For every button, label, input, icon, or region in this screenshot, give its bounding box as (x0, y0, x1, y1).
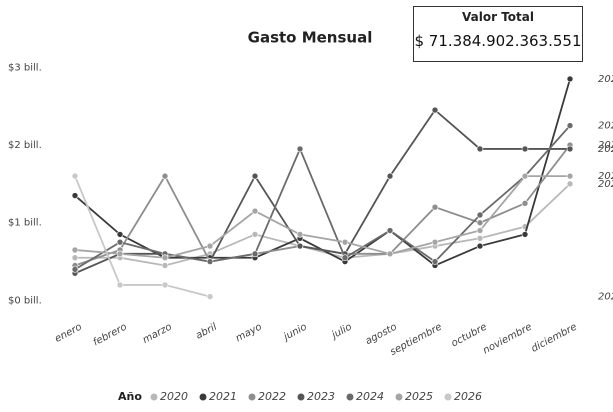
end-label: 2020 (598, 179, 613, 190)
legend-title: Año (118, 390, 142, 403)
total-card: Valor Total $ 71.384.902.363.551 (413, 6, 583, 62)
end-label: 2021 (598, 74, 613, 85)
x-tick-label: junio (280, 322, 308, 344)
point (521, 231, 529, 238)
point (161, 281, 169, 289)
card-value: $ 71.384.902.363.551 (414, 32, 582, 50)
point (431, 258, 439, 265)
point (476, 234, 484, 242)
point (431, 106, 439, 114)
x-tick-label: diciembre (530, 322, 579, 355)
end-label: 2026 (598, 292, 613, 303)
series-line (74, 125, 571, 271)
end-label: 2025 (598, 171, 613, 182)
legend-marker (199, 393, 207, 401)
point (521, 172, 529, 180)
legend-marker (150, 393, 158, 401)
point (116, 231, 124, 238)
point (116, 238, 124, 246)
point (206, 242, 214, 250)
point (476, 227, 484, 234)
legend-label: 2024 (356, 390, 384, 403)
point (206, 293, 214, 300)
point (161, 262, 169, 269)
point (116, 281, 124, 289)
point (251, 250, 259, 258)
x-tick-label: septiembre (388, 322, 443, 358)
point (566, 75, 574, 83)
y-tick-label: $2 bill. (8, 140, 42, 151)
point (521, 145, 529, 153)
point (386, 250, 394, 258)
point (476, 211, 484, 219)
legend-label: 2022 (258, 390, 286, 403)
x-tick-label: enero (53, 322, 84, 345)
point (71, 192, 79, 199)
point (296, 231, 304, 238)
legend-label: 2026 (454, 390, 482, 403)
point (566, 180, 574, 188)
legend-marker (297, 393, 305, 401)
end-label: 2024 (598, 121, 613, 132)
x-tick-label: febrero (91, 322, 128, 349)
point (431, 238, 439, 246)
point (341, 254, 349, 262)
card-label: Valor Total (462, 10, 534, 24)
y-tick-label: $0 bill. (8, 295, 42, 306)
legend-label: 2025 (405, 390, 433, 403)
x-tick-label: abril (194, 321, 219, 341)
x-tick-label: mayo (234, 322, 264, 345)
series-line (74, 175, 211, 298)
series-line (74, 108, 570, 275)
point (71, 246, 79, 254)
point (476, 242, 484, 250)
point (431, 203, 439, 211)
point (341, 238, 349, 246)
x-tick-label: noviembre (481, 322, 534, 357)
point (251, 172, 259, 180)
point (476, 219, 484, 227)
end-label: 2022 (598, 140, 613, 151)
series-line (75, 183, 571, 267)
point (161, 172, 169, 180)
legend-marker (444, 393, 452, 401)
point (251, 207, 259, 215)
end-label: 2023 (598, 144, 613, 155)
legend-marker (248, 393, 256, 401)
point (566, 172, 574, 180)
point (71, 172, 79, 180)
point (116, 250, 124, 258)
point (566, 122, 574, 129)
legend-label: 2023 (307, 390, 335, 403)
point (566, 145, 574, 153)
point (206, 258, 214, 265)
point (251, 231, 259, 238)
point (161, 254, 169, 262)
legend-label: 2021 (209, 390, 237, 403)
point (71, 254, 79, 262)
point (521, 200, 529, 207)
legend-marker (395, 393, 403, 401)
x-tick-label: marzo (141, 322, 174, 346)
y-tick-label: $3 bill. (8, 62, 42, 73)
point (476, 145, 484, 153)
point (386, 172, 394, 180)
x-tick-label: julio (329, 322, 354, 342)
chart-title: Gasto Mensual (248, 29, 373, 47)
point (296, 242, 304, 250)
series-line (74, 175, 570, 259)
x-tick-label: agosto (364, 322, 399, 348)
point (386, 227, 394, 234)
legend-marker (346, 393, 354, 401)
point (71, 266, 79, 273)
point (296, 145, 304, 153)
y-tick-label: $1 bill. (8, 218, 42, 229)
legend-label: 2020 (160, 390, 188, 403)
